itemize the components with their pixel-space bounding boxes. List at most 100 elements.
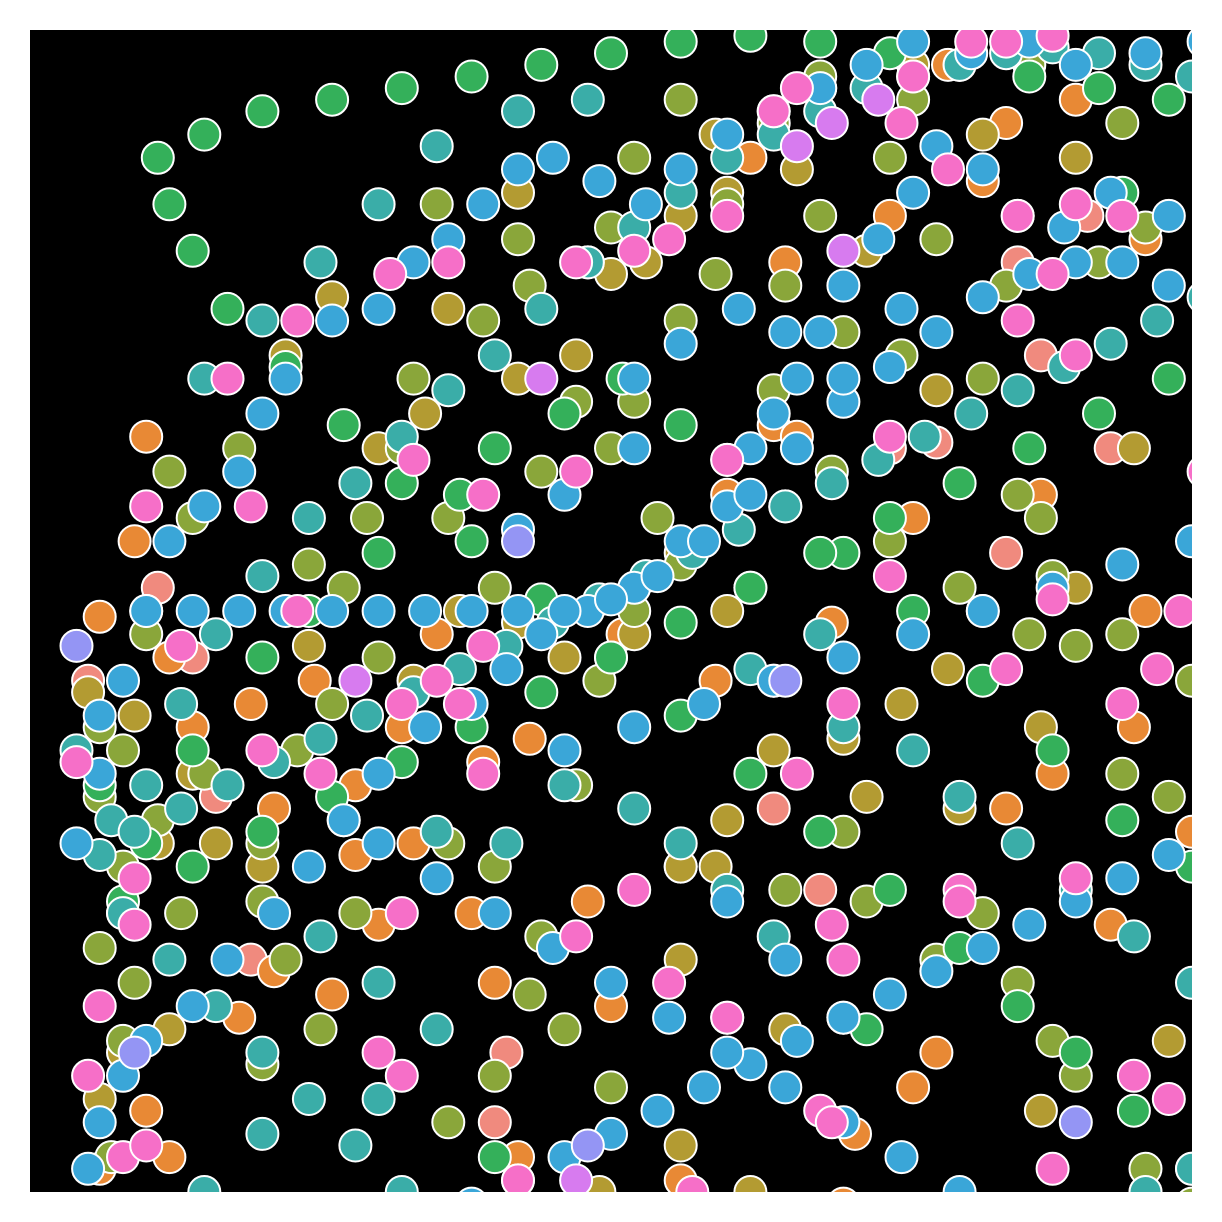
data-point xyxy=(1116,919,1151,954)
data-point xyxy=(477,1058,512,1093)
data-point xyxy=(826,1000,861,1035)
data-point xyxy=(361,826,396,861)
data-point xyxy=(965,594,1000,628)
data-point xyxy=(245,1116,280,1151)
data-point xyxy=(384,1175,419,1192)
data-point xyxy=(872,140,907,175)
data-point xyxy=(1023,501,1058,535)
data-point xyxy=(1105,861,1140,896)
data-point xyxy=(663,408,698,443)
data-point xyxy=(989,535,1024,570)
data-point xyxy=(617,233,652,268)
data-point xyxy=(350,501,384,535)
data-point xyxy=(733,570,768,605)
data-point xyxy=(710,442,745,477)
data-point xyxy=(524,291,559,326)
data-point xyxy=(756,94,791,129)
data-point xyxy=(245,303,280,338)
data-point xyxy=(768,489,803,524)
data-point xyxy=(152,187,187,222)
data-point xyxy=(1012,59,1047,94)
data-point xyxy=(721,291,756,326)
data-point xyxy=(896,1070,931,1105)
data-point xyxy=(710,803,745,838)
data-point xyxy=(512,977,547,1012)
data-point xyxy=(164,687,199,721)
data-point xyxy=(849,779,884,814)
data-point xyxy=(501,152,535,187)
data-point xyxy=(198,826,233,861)
data-point xyxy=(1058,628,1093,663)
data-point xyxy=(884,106,919,140)
data-point xyxy=(233,687,268,721)
data-point xyxy=(617,361,652,396)
data-point xyxy=(326,803,361,838)
data-point xyxy=(210,768,245,803)
data-point xyxy=(210,361,245,396)
data-point xyxy=(652,1000,687,1035)
data-point xyxy=(164,628,199,663)
data-point xyxy=(361,1035,396,1070)
data-point xyxy=(570,884,605,919)
data-point xyxy=(954,396,989,431)
data-point xyxy=(466,477,501,512)
data-point xyxy=(965,931,1000,965)
data-point xyxy=(1082,71,1116,106)
data-point xyxy=(1058,187,1093,222)
data-point xyxy=(187,489,222,524)
data-point xyxy=(466,187,501,222)
data-point xyxy=(338,1128,373,1163)
data-point xyxy=(140,140,175,175)
data-point xyxy=(1128,594,1163,628)
data-point xyxy=(129,1128,164,1163)
data-point xyxy=(1023,1093,1058,1128)
data-point xyxy=(315,303,350,338)
data-point xyxy=(384,71,419,106)
data-point xyxy=(408,396,443,431)
data-point xyxy=(524,454,559,489)
data-point xyxy=(117,861,152,896)
data-point xyxy=(896,617,931,652)
data-point xyxy=(1140,652,1175,687)
data-point xyxy=(384,687,419,721)
data-point xyxy=(152,524,187,559)
data-point xyxy=(559,1163,594,1192)
data-point xyxy=(710,198,745,233)
data-point xyxy=(175,594,210,628)
data-point xyxy=(71,1151,106,1186)
data-point xyxy=(524,617,559,652)
data-point xyxy=(1058,1105,1093,1140)
data-point xyxy=(931,652,965,687)
data-point xyxy=(477,965,512,1000)
data-point xyxy=(884,687,919,721)
data-point xyxy=(291,1082,326,1116)
data-point xyxy=(1093,326,1128,361)
data-point xyxy=(315,687,350,721)
data-point xyxy=(1058,1035,1093,1070)
data-point xyxy=(1105,198,1140,233)
data-point xyxy=(826,640,861,675)
data-point xyxy=(535,140,570,175)
data-point xyxy=(872,872,907,907)
data-point xyxy=(710,117,745,152)
data-point xyxy=(291,849,326,884)
data-point xyxy=(907,419,942,454)
data-point xyxy=(164,791,199,826)
data-point xyxy=(733,1175,768,1192)
data-point xyxy=(768,268,803,303)
data-point xyxy=(1105,687,1140,721)
data-point xyxy=(459,1186,485,1192)
data-point xyxy=(872,559,907,594)
data-point xyxy=(1000,989,1035,1024)
data-point xyxy=(82,599,117,634)
data-point xyxy=(1105,803,1140,838)
data-point xyxy=(338,896,373,931)
data-point xyxy=(861,82,896,117)
data-point xyxy=(965,280,1000,315)
data-point xyxy=(501,594,535,628)
data-point xyxy=(1186,459,1192,485)
data-point xyxy=(1163,594,1192,628)
data-point xyxy=(570,82,605,117)
data-point xyxy=(1000,373,1035,408)
